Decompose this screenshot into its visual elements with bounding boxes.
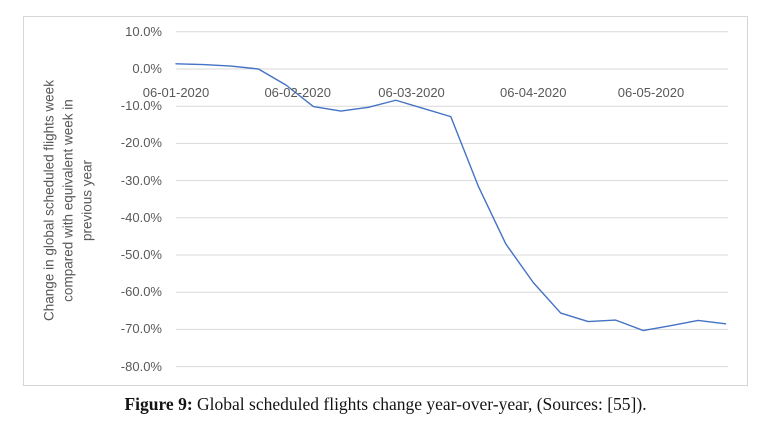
y-tick-label: -70.0% (120, 321, 162, 337)
y-tick-label: 10.0% (125, 23, 162, 39)
x-tick-label: 06-02-2020 (264, 85, 331, 100)
x-tick-label: 06-05-2020 (617, 85, 685, 100)
figure-caption-text: Global scheduled flights change year-ove… (192, 394, 647, 414)
x-tick-label: 06-04-2020 (499, 85, 567, 100)
y-tick-label: -10.0% (120, 98, 162, 114)
y-axis-title: Change in global scheduled flights week … (41, 80, 95, 321)
y-tick-label: -30.0% (120, 172, 162, 188)
y-tick-label: -50.0% (120, 247, 162, 262)
y-tick-label: 0.0% (132, 61, 162, 76)
figure-caption: Figure 9: Global scheduled flights chang… (0, 394, 771, 415)
x-tick-label: 06-03-2020 (378, 85, 445, 100)
y-tick-label: -40.0% (120, 209, 162, 225)
x-tick-label: 06-01-2020 (142, 85, 210, 100)
y-tick-label: -60.0% (120, 284, 162, 300)
data-line (175, 63, 727, 332)
y-tick-label: -80.0% (120, 358, 162, 374)
figure-caption-number: Figure 9: (124, 394, 193, 414)
y-tick-label: -20.0% (120, 135, 162, 151)
